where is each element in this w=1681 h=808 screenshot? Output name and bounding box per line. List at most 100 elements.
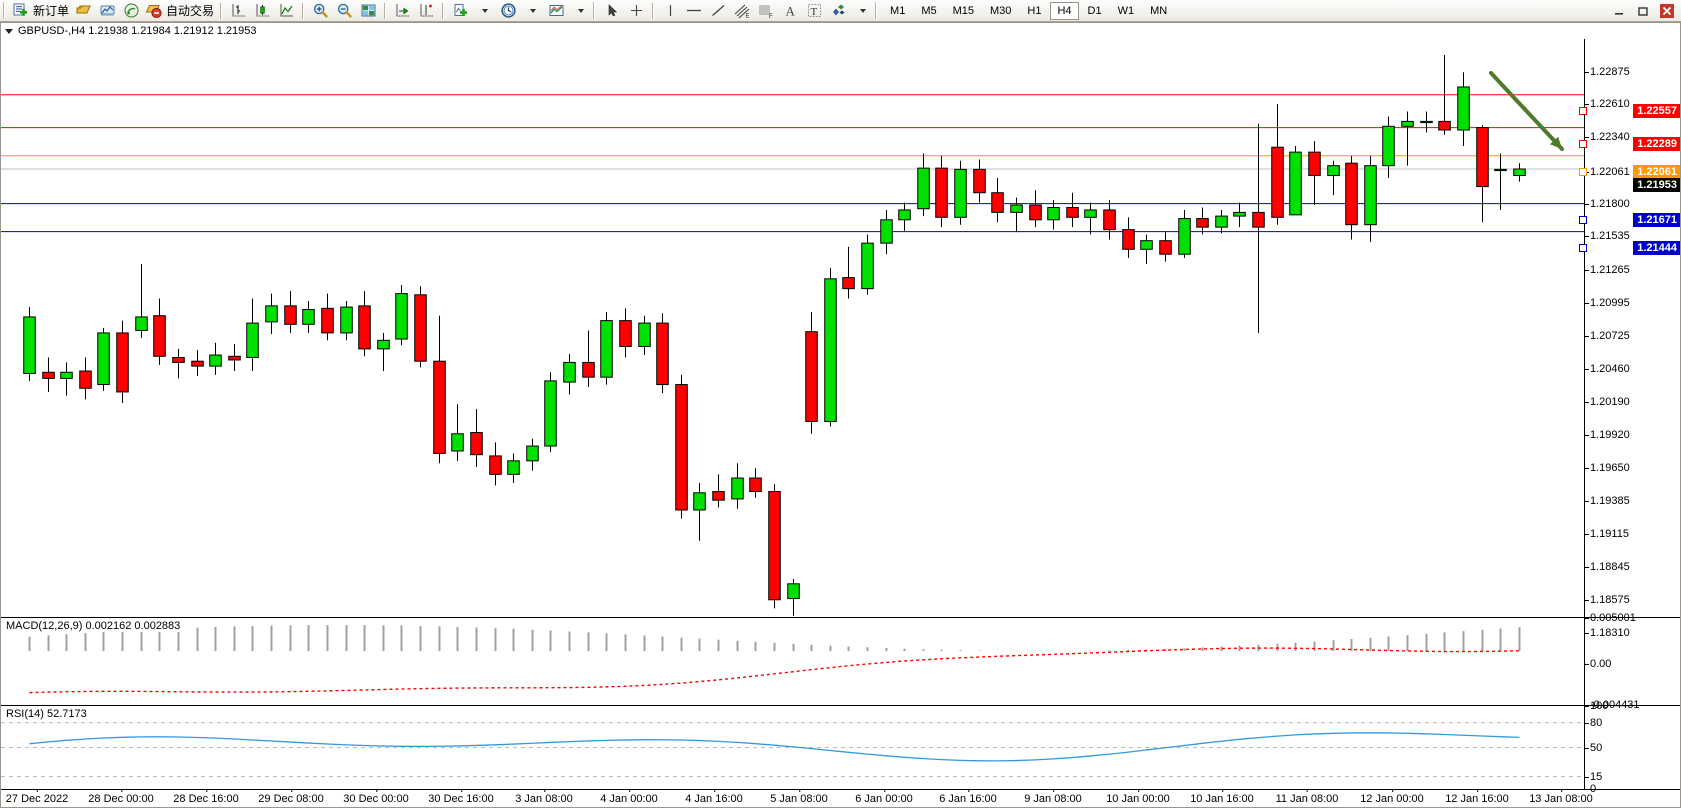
candle [358,291,371,357]
templates-dropdown[interactable] [568,1,592,21]
indicators-dropdown[interactable] [472,1,496,21]
trendline-tool[interactable] [706,1,730,21]
horizontal-line-icon [687,9,702,12]
price-tick: 1.21265 [1585,263,1630,276]
chart-shift-button[interactable] [390,1,414,21]
line-chart-button[interactable] [274,1,298,21]
candlestick-chart-button[interactable] [250,1,274,21]
price-pane[interactable]: 1.22875 1.22610 1.22340 1.22061 1.21800 1.215… [1,39,1680,639]
bar-chart-button[interactable] [226,1,250,21]
time-tick: 10 Jan 16:00 [1190,789,1254,805]
price-tick: 1.20190 [1585,395,1630,408]
resistance-level-1[interactable]: 1.22557 [1633,103,1680,118]
pivot-level[interactable]: 1.22061 [1633,164,1680,179]
auto-scroll-button[interactable] [414,1,438,21]
macd-plot-area[interactable] [1,618,1584,705]
candle [880,209,893,255]
candle [377,332,390,372]
macd-pane[interactable]: MACD(12,26,9) 0.002162 0.002883 0.005001… [1,612,1680,711]
candle [246,298,259,372]
candle [1289,145,1302,216]
timeframe-mn[interactable]: MN [1150,4,1168,17]
rsi-tick: 50 [1584,741,1603,754]
autotrading-label: 自动交易 [166,4,215,18]
autotrading-icon [145,5,162,19]
rsi-pane[interactable]: RSI(14) 52.7173 100 80 50 15 0 [1,700,1680,795]
restore-button[interactable] [1631,1,1655,21]
candle [526,438,539,471]
zoom-out-button[interactable] [332,1,356,21]
equidistant-channel-tool[interactable]: E [730,1,754,21]
support-level-2-handle[interactable] [1579,243,1587,252]
support-level-1-handle[interactable] [1579,215,1587,224]
candle [973,159,986,203]
pivot-level-handle[interactable] [1579,167,1587,176]
templates-button[interactable] [544,1,568,21]
timeframe-m15[interactable]: M15 [952,4,974,17]
vertical-line-tool[interactable] [658,1,682,21]
time-tick: 27 Dec 2022 [5,789,69,805]
toolbar-grip-2[interactable] [593,2,598,19]
time-tick: 3 Jan 08:00 [515,789,573,805]
support-level-2[interactable]: 1.21444 [1633,240,1680,255]
toolbar-separator-5 [652,2,655,19]
indicators-button[interactable] [448,1,472,21]
toolbar-separator-2 [302,2,305,19]
chart-shift-icon [396,4,409,17]
shapes-tool[interactable] [826,1,850,21]
timeframe-m5[interactable]: M5 [921,4,937,17]
periodicity-button[interactable] [496,1,520,21]
cursor-tool[interactable] [600,1,624,21]
candle [470,409,483,467]
minimize-button[interactable] [1607,1,1631,21]
horizontal-line-tool[interactable] [682,1,706,21]
timeframe-h4[interactable]: H4 [1050,1,1079,20]
crosshair-tool[interactable] [624,1,648,21]
price-tick: 1.18310 [1585,627,1630,639]
terminal-button[interactable] [95,1,119,21]
price-tick: 1.20725 [1585,330,1630,342]
time-tick: 6 Jan 00:00 [855,789,913,805]
timeframe-m1[interactable]: M1 [890,4,906,17]
rsi-tick: 15 [1584,770,1603,783]
candle [1271,104,1284,225]
timeframe-h1[interactable]: H1 [1027,4,1042,17]
price-plot-area[interactable] [1,39,1584,617]
candle [1364,155,1377,242]
market-watch-button[interactable] [119,1,143,21]
autotrading-button[interactable]: 自动交易 [143,1,216,21]
timeframe-d1[interactable]: D1 [1087,4,1102,17]
time-tick: 12 Jan 00:00 [1360,789,1424,805]
toolbar-grip-3[interactable] [875,2,880,19]
tile-windows-button[interactable] [356,1,380,21]
timeframe-m30[interactable]: M30 [990,4,1012,17]
text-label-tool[interactable]: T [802,1,826,21]
chart-menu-triangle-icon[interactable] [5,28,13,34]
resistance-level-1-handle[interactable] [1579,106,1587,115]
time-axis[interactable]: 27 Dec 2022 28 Dec 00:00 28 Dec 16:00 29 De… [1,789,1680,807]
history-button[interactable] [71,1,95,21]
candle [153,298,166,365]
zoom-in-button[interactable] [308,1,332,21]
price-tick: 1.19115 [1585,528,1629,540]
candle [712,474,725,508]
close-button[interactable] [1655,1,1679,21]
support-level-1[interactable]: 1.21671 [1633,212,1680,227]
current-price-label[interactable]: 1.21953 [1633,177,1680,192]
periodicity-dropdown[interactable] [520,1,544,21]
rsi-plot-area[interactable] [1,706,1584,789]
fibonacci-retracement-tool[interactable]: F [754,1,778,21]
resistance-level-2[interactable]: 1.22289 [1633,136,1680,151]
price-tick: 1.20460 [1585,362,1630,375]
new-order-button[interactable]: 新订单 [10,1,71,21]
timeframe-w1[interactable]: W1 [1117,4,1135,17]
candle [1513,163,1526,182]
downtrend-arrow[interactable] [1489,71,1564,151]
text-tool[interactable]: A [778,1,802,21]
resistance-level-2-handle[interactable] [1579,139,1587,148]
shapes-dropdown[interactable] [850,1,874,21]
price-axis[interactable]: 1.22875 1.22610 1.22340 1.22061 1.21800 1.215… [1579,39,1680,639]
time-tick: 29 Dec 08:00 [258,789,324,805]
candle [1494,153,1507,210]
toolbar-grip[interactable] [3,2,7,19]
